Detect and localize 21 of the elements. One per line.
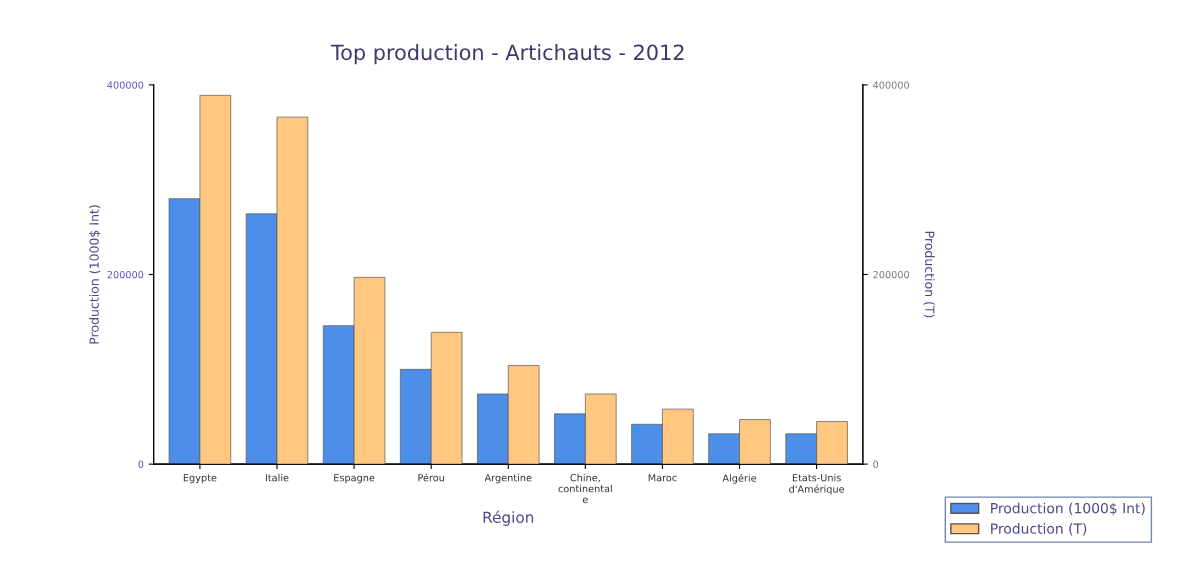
y-tick-label: 0 (138, 460, 144, 468)
x-tick-label: Argentine (484, 473, 532, 484)
x-axis-title: Région (483, 510, 534, 526)
y-tick-label: 400000 (107, 81, 144, 89)
y-tick-label: 200000 (107, 270, 144, 279)
x-tick-label: Chine, continental e (558, 473, 612, 504)
y2-tick-label: 400000 (873, 81, 910, 89)
legend-label: Production (T) (991, 523, 1087, 536)
legend-label: Production (1000$ Int) (991, 502, 1145, 516)
x-tick-label: Maroc (648, 474, 677, 482)
y2-tick-label: 0 (873, 460, 879, 468)
x-tick-label: Pérou (418, 473, 444, 482)
x-tick-label: Egypte (183, 474, 217, 484)
y2-axis-title: Production (T) (923, 231, 935, 318)
x-tick-label: Espagne (334, 474, 375, 484)
chart-title: Top production - Artichauts - 2012 (330, 44, 684, 65)
x-tick-label: Etats-Unis d'Amérique (789, 473, 845, 495)
y-axis-title: Production (1000$ Int) (89, 205, 101, 344)
x-tick-label: Italie (265, 473, 289, 482)
y2-tick-label: 200000 (873, 270, 910, 279)
x-tick-label: Algérie (722, 473, 757, 484)
